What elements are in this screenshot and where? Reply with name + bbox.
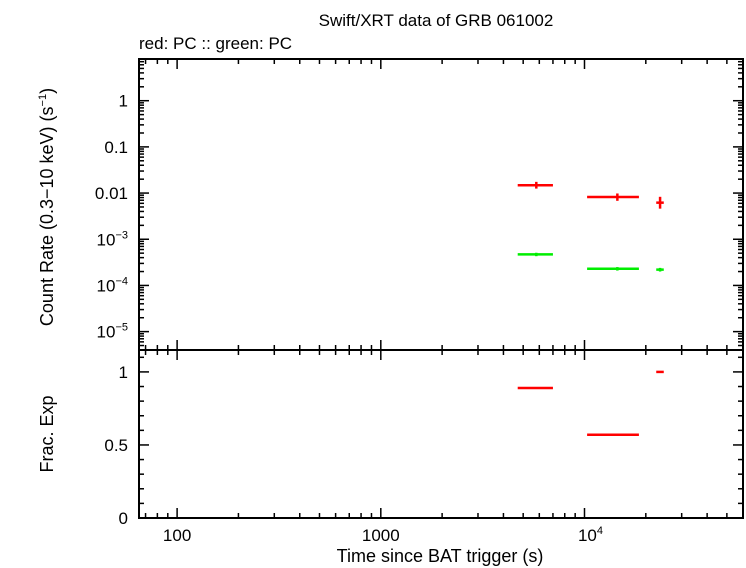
data-point	[656, 267, 664, 272]
fraction-exposure-panel: 0 0.5 1 100 1000 104	[104, 349, 744, 545]
plot-frame-frac-exp	[138, 349, 744, 519]
y-tick-label: 10−4	[97, 275, 128, 295]
x-tick-label-base: 10	[578, 526, 597, 545]
y-tick-label-base: 10	[97, 276, 116, 295]
x-tick-label: 104	[578, 525, 603, 545]
y-tick-label-base: 10	[97, 323, 116, 342]
y-tick-label: 10−3	[97, 229, 128, 249]
y-tick-label: 10−5	[97, 322, 128, 342]
y-tick-label: 0	[119, 509, 128, 528]
x-tick-label-base: 100	[163, 526, 191, 545]
x-tick-label-base: 1000	[362, 526, 400, 545]
y-tick-label: 1	[119, 363, 128, 382]
data-point	[517, 181, 553, 189]
data-point	[587, 193, 639, 201]
y-axis-label-count-rate-text: Count Rate (0.3−10 keV) (s	[37, 106, 57, 326]
y-tick-label-base: 0.1	[104, 138, 128, 157]
y-tick-label-base: 1	[119, 363, 128, 382]
chart-subtitle: red: PC :: green: PC	[139, 34, 292, 53]
x-tick-label: 1000	[362, 526, 400, 545]
plot-frame-count-rate	[138, 58, 744, 351]
y-tick-label-base: 0	[119, 509, 128, 528]
x-axis-label: Time since BAT trigger (s)	[337, 546, 544, 566]
y-axis-label-count-rate: Count Rate (0.3−10 keV) (s−1)	[37, 88, 57, 326]
y-axis-label-count-rate-exp: −1	[37, 94, 49, 107]
y-axis-label-frac-exp: Frac. Exp	[37, 395, 57, 472]
y-tick-label: 0.01	[95, 184, 128, 203]
y-tick-label: 0.1	[104, 138, 128, 157]
y-tick-label-exp: −3	[115, 229, 128, 241]
y-tick-label-base: 0.01	[95, 184, 128, 203]
x-tick-label: 100	[163, 526, 191, 545]
y-tick-label-base: 0.5	[104, 436, 128, 455]
x-tick-label-exp: 4	[597, 525, 603, 537]
y-tick-label-exp: −5	[115, 322, 128, 334]
y-axis-label-count-rate-tail: )	[37, 88, 57, 94]
data-point	[587, 267, 639, 271]
y-tick-label-base: 1	[119, 92, 128, 111]
y-tick-label-base: 10	[97, 230, 116, 249]
y-tick-label: 1	[119, 92, 128, 111]
y-tick-label: 0.5	[104, 436, 128, 455]
chart-title: Swift/XRT data of GRB 061002	[319, 11, 554, 30]
data-point	[517, 252, 553, 257]
y-tick-label-exp: −4	[115, 275, 128, 287]
data-point	[656, 196, 664, 209]
